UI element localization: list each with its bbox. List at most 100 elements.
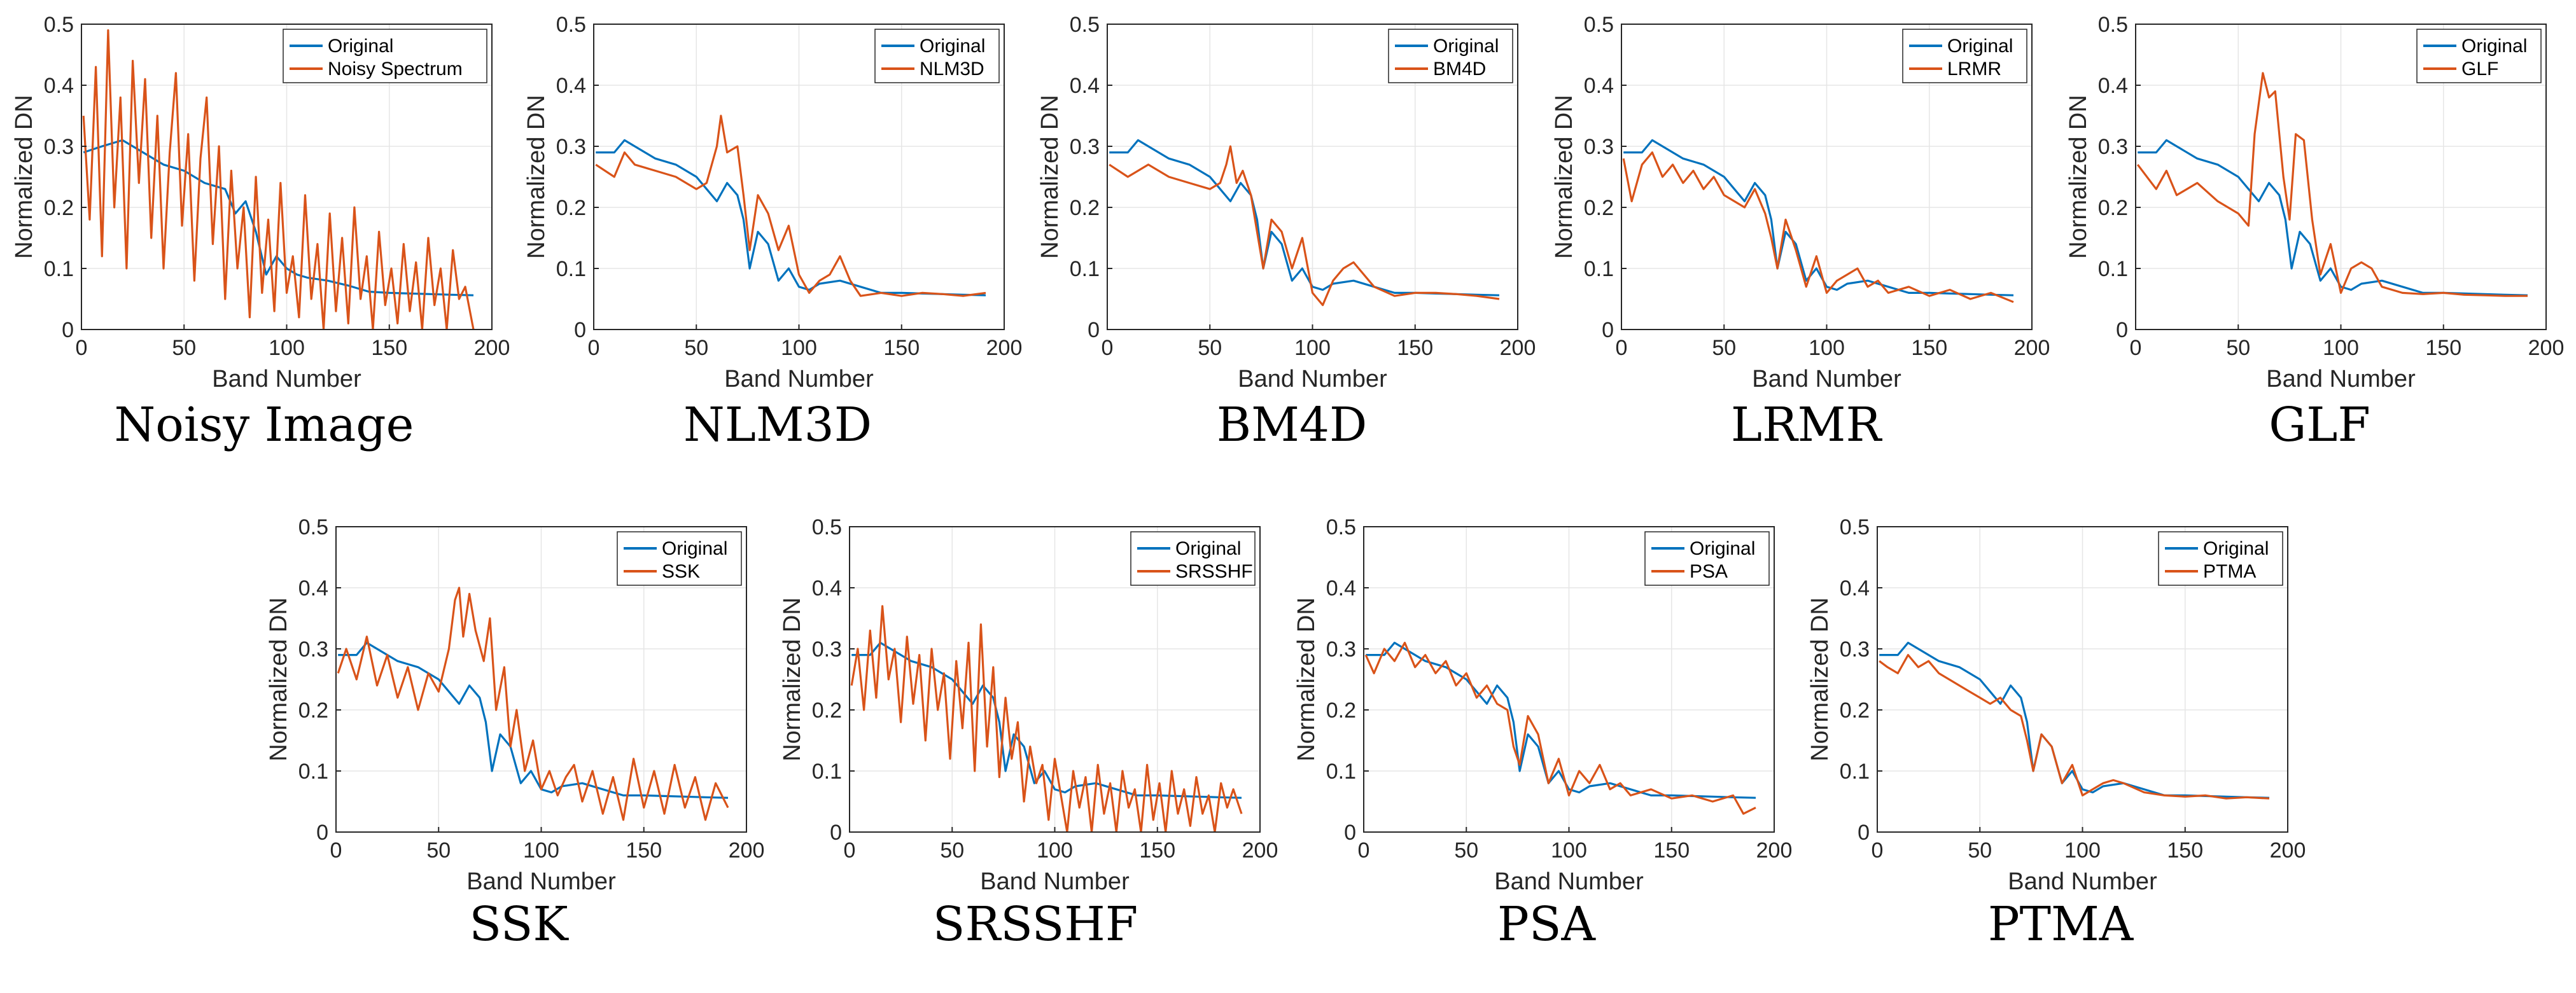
- x-tick-label: 100: [781, 336, 817, 360]
- legend-box: [1388, 29, 1513, 83]
- y-tick-label: 0: [1602, 318, 1614, 342]
- x-tick-label: 50: [684, 336, 708, 360]
- y-tick-label: 0.4: [1070, 74, 1100, 98]
- legend-box: [1902, 29, 2027, 83]
- x-axis-label: Band Number: [466, 868, 616, 895]
- legend-box: [1644, 531, 1770, 586]
- chart-panel: 0 50 100 150 200 0 0.1 0.2 0.3 0.4 0.5 Band Number N…: [1282, 503, 1792, 903]
- y-axis-label: Normalized DN: [1551, 95, 1578, 259]
- y-axis-label: Normalized DN: [1037, 95, 1063, 259]
- x-tick-label: 50: [172, 336, 196, 360]
- series-line-noisy-spectrum: [82, 29, 475, 330]
- x-tick-label: 150: [626, 838, 662, 863]
- x-axis-label: Band Number: [2008, 868, 2157, 895]
- legend-entry: Original: [1690, 538, 1755, 559]
- chart-svg: 0 50 100 150 200 0 0.1 0.2 0.3 0.4 0.5 Band Number N…: [523, 13, 1022, 392]
- legend-entry: Original: [1433, 36, 1499, 57]
- x-tick-label: 0: [1358, 838, 1370, 863]
- chart-panel: 0 50 100 150 200 0 0.1 0.2 0.3 0.4 0.5 Band Number N…: [0, 0, 510, 401]
- y-tick-label: 0.4: [298, 576, 328, 601]
- chart-svg: 0 50 100 150 200 0 0.1 0.2 0.3 0.4 0.5 Band Number N…: [779, 515, 1278, 895]
- x-tick-label: 0: [330, 838, 342, 863]
- y-tick-label: 0.4: [556, 74, 586, 98]
- x-axis-label: Band Number: [1494, 868, 1644, 895]
- y-axis-label: Normalized DN: [1807, 597, 1833, 761]
- y-tick-label: 0.2: [2098, 196, 2128, 220]
- x-tick-label: 50: [1198, 336, 1222, 360]
- y-tick-label: 0.1: [44, 257, 74, 281]
- x-tick-label: 200: [729, 838, 765, 863]
- y-tick-label: 0.3: [1326, 637, 1356, 662]
- y-tick-label: 0.3: [1584, 135, 1614, 159]
- y-tick-label: 0.3: [44, 135, 74, 159]
- y-tick-label: 0.2: [1070, 196, 1100, 220]
- y-tick-label: 0.1: [298, 760, 328, 784]
- y-tick-label: 0.5: [1326, 515, 1356, 539]
- x-tick-label: 0: [588, 336, 600, 360]
- series-line-original: [596, 139, 986, 296]
- legend-box: [617, 531, 742, 586]
- y-tick-label: 0: [574, 318, 586, 342]
- y-tick-label: 0.4: [1326, 576, 1356, 601]
- legend-entry: LRMR: [1947, 59, 2001, 80]
- x-tick-label: 100: [1809, 336, 1845, 360]
- legend-entry: NLM3D: [920, 59, 984, 80]
- x-tick-label: 100: [523, 838, 559, 863]
- chart-panel: 0 50 100 150 200 0 0.1 0.2 0.3 0.4 0.5 Band Number N…: [768, 503, 1278, 903]
- x-tick-label: 150: [2425, 336, 2461, 360]
- panel-caption: NLM3D: [683, 398, 872, 452]
- x-tick-label: 50: [426, 838, 451, 863]
- legend-entry: Original: [662, 538, 727, 559]
- panel-caption: LRMR: [1730, 398, 1882, 452]
- panel-caption: SSK: [469, 897, 568, 952]
- y-tick-label: 0.2: [1326, 698, 1356, 723]
- x-tick-label: 100: [1551, 838, 1587, 863]
- y-tick-label: 0: [2116, 318, 2128, 342]
- chart-panel: 0 50 100 150 200 0 0.1 0.2 0.3 0.4 0.5 Band Number N…: [2054, 0, 2564, 401]
- y-tick-label: 0.5: [812, 515, 842, 539]
- y-tick-label: 0.3: [1070, 135, 1100, 159]
- y-tick-label: 0: [1088, 318, 1100, 342]
- chart-svg: 0 50 100 150 200 0 0.1 0.2 0.3 0.4 0.5 Band Number N…: [11, 13, 510, 392]
- y-tick-label: 0.4: [812, 576, 842, 601]
- series-line-psa: [1364, 641, 1756, 815]
- legend-box: [283, 29, 487, 83]
- series-line-ssk: [337, 587, 729, 821]
- x-tick-label: 200: [474, 336, 510, 360]
- y-tick-label: 0.2: [1584, 196, 1614, 220]
- x-tick-label: 100: [2064, 838, 2101, 863]
- legend-entry: Original: [1947, 36, 2013, 57]
- x-tick-label: 150: [883, 336, 920, 360]
- legend-entry: SRSSHF: [1175, 561, 1253, 582]
- y-tick-label: 0.5: [556, 13, 586, 37]
- y-tick-label: 0.2: [812, 698, 842, 723]
- chart-panel: 0 50 100 150 200 0 0.1 0.2 0.3 0.4 0.5 Band Number N…: [512, 0, 1022, 401]
- x-tick-label: 150: [1653, 838, 1690, 863]
- y-axis-label: Normalized DN: [523, 95, 550, 259]
- panel-caption: BM4D: [1216, 398, 1368, 452]
- y-tick-label: 0.1: [2098, 257, 2128, 281]
- y-tick-label: 0.5: [2098, 13, 2128, 37]
- y-tick-label: 0.5: [1840, 515, 1870, 539]
- series-line-srsshf: [850, 605, 1243, 832]
- x-tick-label: 150: [1139, 838, 1175, 863]
- y-tick-label: 0.5: [44, 13, 74, 37]
- chart-svg: 0 50 100 150 200 0 0.1 0.2 0.3 0.4 0.5 Band Number N…: [1807, 515, 2306, 895]
- y-axis-label: Normalized DN: [11, 95, 38, 259]
- x-axis-label: Band Number: [2266, 366, 2416, 392]
- y-tick-label: 0: [316, 821, 328, 845]
- x-tick-label: 150: [2167, 838, 2203, 863]
- y-tick-label: 0.5: [298, 515, 328, 539]
- x-axis-label: Band Number: [1238, 366, 1387, 392]
- x-tick-label: 50: [1968, 838, 1992, 863]
- y-axis-label: Normalized DN: [2065, 95, 2092, 259]
- panel-caption: PSA: [1497, 897, 1595, 952]
- legend-box: [2416, 29, 2542, 83]
- x-tick-label: 0: [1872, 838, 1884, 863]
- legend-entry: PSA: [1690, 561, 1728, 582]
